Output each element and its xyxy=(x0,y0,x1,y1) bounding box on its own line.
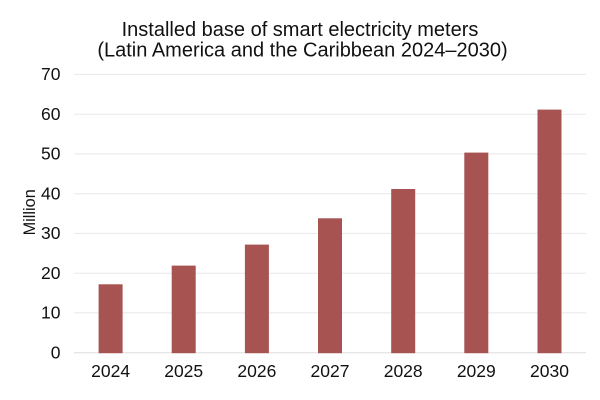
svg-text:(Latin America and the Caribbe: (Latin America and the Caribbean 2024–20… xyxy=(97,39,507,61)
svg-text:70: 70 xyxy=(41,64,61,84)
svg-text:50: 50 xyxy=(41,144,61,164)
svg-text:20: 20 xyxy=(41,263,61,283)
svg-text:2025: 2025 xyxy=(164,361,203,381)
svg-text:60: 60 xyxy=(41,104,61,124)
svg-text:Installed base of smart electr: Installed base of smart electricity mete… xyxy=(122,19,479,41)
svg-text:2029: 2029 xyxy=(457,361,496,381)
svg-text:Million: Million xyxy=(21,189,39,235)
svg-text:0: 0 xyxy=(51,342,61,362)
svg-text:2027: 2027 xyxy=(311,361,350,381)
svg-text:2026: 2026 xyxy=(237,361,276,381)
svg-text:40: 40 xyxy=(41,183,61,203)
svg-text:10: 10 xyxy=(41,303,61,323)
svg-text:2028: 2028 xyxy=(384,361,423,381)
svg-text:2024: 2024 xyxy=(91,361,130,381)
svg-text:2030: 2030 xyxy=(530,361,569,381)
svg-text:30: 30 xyxy=(41,223,61,243)
